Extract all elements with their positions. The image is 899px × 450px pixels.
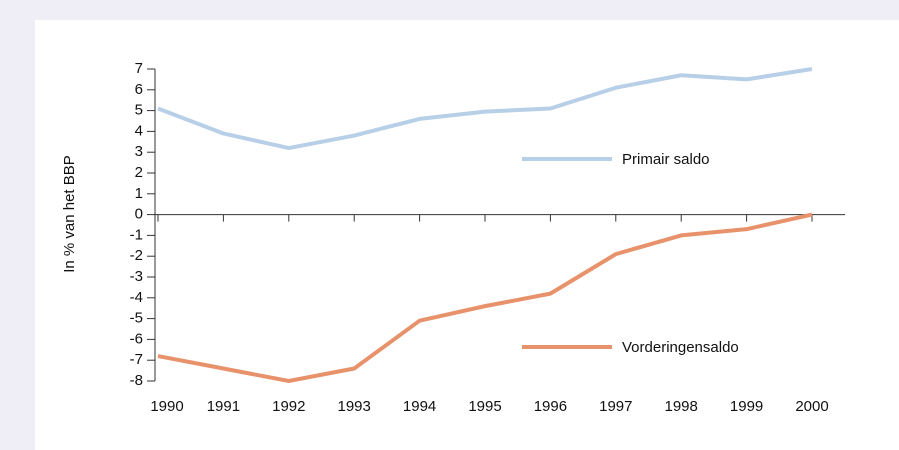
y-tick-label: -5 (130, 310, 143, 327)
x-tick-label: 1992 (272, 398, 305, 415)
y-tick-label: 1 (135, 185, 143, 202)
y-tick-label: -1 (130, 226, 143, 243)
y-tick-label: -7 (130, 351, 143, 368)
x-tick-label: 1994 (403, 398, 436, 415)
y-tick-label: 2 (135, 164, 143, 181)
y-tick-label: 4 (135, 122, 143, 139)
y-axis-label: In % van het BBP (61, 155, 78, 273)
x-tick-label: 1997 (599, 398, 632, 415)
y-tick-label: 7 (135, 60, 143, 77)
series-line (157, 212, 813, 383)
y-tick-label: -2 (130, 247, 143, 264)
x-tick-label: 1990 (150, 398, 183, 415)
x-tick-label: 1991 (207, 398, 240, 415)
y-tick-label: 0 (135, 206, 143, 223)
y-tick-label: 5 (135, 102, 143, 119)
y-tick-label: 3 (135, 143, 143, 160)
y-tick-label: -6 (130, 330, 143, 347)
series-line (157, 67, 813, 151)
x-tick-label: 1996 (534, 398, 567, 415)
x-tick-label: 1995 (468, 398, 501, 415)
y-tick-label: -3 (130, 268, 143, 285)
x-tick-label: 1999 (730, 398, 763, 415)
x-tick-label: 2000 (795, 398, 828, 415)
legend-label: Vorderingensaldo (622, 339, 739, 356)
x-tick-label: 1998 (665, 398, 698, 415)
legend-label: Primair saldo (622, 151, 710, 168)
plot-background (35, 20, 899, 450)
x-tick-label: 1993 (338, 398, 371, 415)
y-tick-label: -4 (130, 289, 143, 306)
y-tick-label: -8 (130, 372, 143, 389)
y-tick-label: 6 (135, 81, 143, 98)
